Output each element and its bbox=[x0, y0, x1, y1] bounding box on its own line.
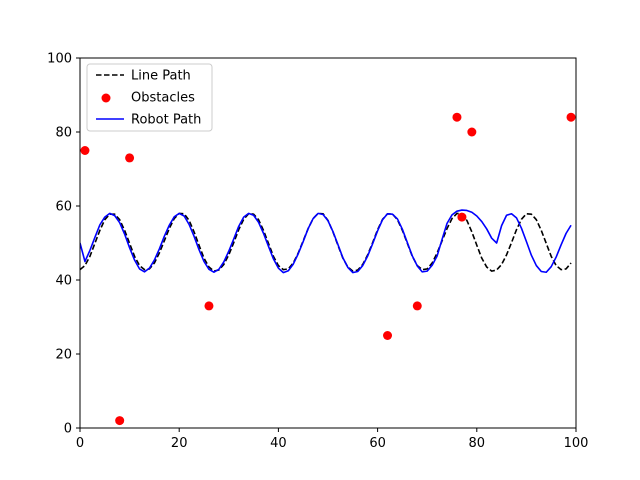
obstacle-point bbox=[125, 153, 135, 163]
obstacle-point bbox=[467, 127, 477, 137]
x-tick-label: 80 bbox=[469, 436, 486, 451]
robot-path-line bbox=[80, 209, 572, 274]
legend-label: Obstacles bbox=[131, 91, 195, 106]
x-tick-label: 40 bbox=[270, 436, 287, 451]
y-tick-label: 40 bbox=[55, 274, 72, 289]
y-tick-label: 100 bbox=[47, 52, 72, 67]
obstacle-point bbox=[115, 416, 125, 426]
y-tick-label: 0 bbox=[64, 422, 72, 437]
obstacle-point bbox=[80, 146, 90, 155]
obstacle-point bbox=[204, 301, 214, 311]
x-tick-label: 20 bbox=[171, 436, 188, 451]
x-tick-label: 60 bbox=[369, 436, 386, 451]
legend-label: Robot Path bbox=[131, 113, 201, 128]
obstacle-point bbox=[412, 301, 422, 311]
y-tick-label: 80 bbox=[55, 126, 72, 141]
obstacle-point bbox=[457, 212, 467, 222]
y-tick-label: 20 bbox=[55, 348, 72, 363]
y-tick-label: 60 bbox=[55, 200, 72, 215]
legend bbox=[86, 63, 213, 132]
legend-label: Line Path bbox=[131, 69, 191, 84]
plot-frame bbox=[79, 57, 577, 429]
x-tick-label: 0 bbox=[76, 436, 84, 451]
x-tick-label: 100 bbox=[564, 436, 589, 451]
legend-swatch-obstacles bbox=[101, 93, 111, 103]
obstacle-point bbox=[566, 112, 576, 122]
obstacle-point bbox=[383, 331, 393, 340]
line-path-line bbox=[80, 212, 572, 272]
obstacle-point bbox=[452, 112, 462, 122]
